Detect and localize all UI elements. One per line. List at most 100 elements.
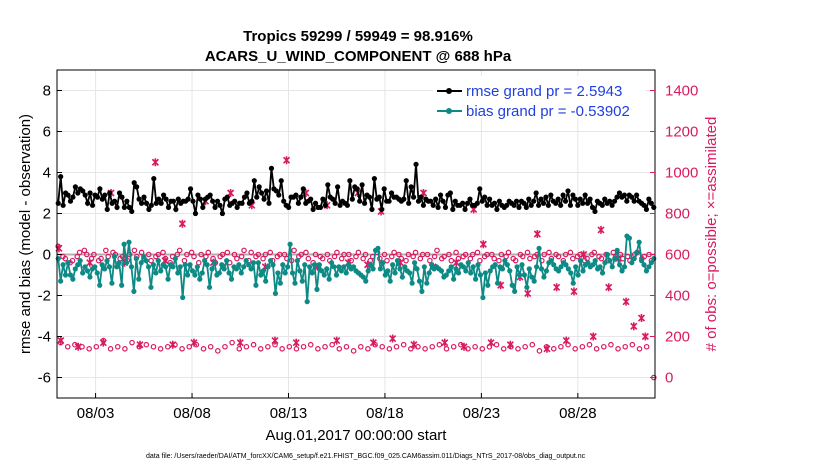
rmse-point — [435, 204, 441, 210]
rmse-point — [72, 184, 78, 190]
rmse-point — [124, 198, 130, 204]
bias-point — [126, 239, 132, 245]
bias-point — [243, 258, 249, 264]
bias-point — [209, 266, 215, 272]
bias-point — [155, 258, 161, 264]
rmse-point — [464, 200, 471, 206]
bias-point — [473, 276, 479, 282]
bias-point — [402, 264, 408, 270]
bias-point — [180, 294, 186, 301]
bias-point — [646, 264, 652, 270]
obs-possible-marker — [427, 257, 433, 264]
rmse-point — [589, 204, 596, 210]
bias-point — [426, 270, 432, 276]
bias-point — [311, 262, 318, 268]
bias-point — [614, 247, 620, 253]
rmse-point — [254, 194, 260, 200]
obs-possible-marker — [393, 343, 400, 350]
rmse-point — [330, 196, 336, 202]
bias-point — [377, 266, 384, 272]
bias-point — [468, 270, 474, 276]
rmse-point — [136, 196, 142, 202]
obs-possible-marker — [422, 345, 428, 352]
rmse-point — [386, 198, 392, 204]
obs-possible-marker — [443, 345, 450, 352]
bias-point — [365, 268, 371, 274]
bias-point — [121, 241, 127, 247]
rmse-point — [555, 196, 561, 202]
rmse-point — [156, 196, 162, 202]
rmse-point — [560, 192, 566, 198]
obs-possible-marker — [186, 343, 193, 350]
obs-possible-marker — [353, 253, 359, 260]
rmse-point — [535, 202, 542, 208]
obs-possible-marker — [643, 343, 650, 350]
bias-point — [597, 264, 603, 270]
obs-possible-marker — [198, 251, 204, 258]
obs-assimilated-marker — [57, 336, 65, 345]
bias-point — [607, 258, 613, 264]
y-left-tick-label: 0 — [43, 247, 51, 264]
obs-possible-marker — [329, 341, 335, 348]
bias-point — [414, 266, 420, 272]
obs-possible-marker — [536, 348, 543, 354]
rmse-point — [273, 188, 279, 194]
obs-possible-marker — [527, 255, 533, 262]
rmse-point — [102, 192, 108, 198]
bias-point — [516, 272, 523, 278]
bias-point — [58, 278, 64, 284]
bias-point — [455, 270, 462, 276]
obs-possible-marker — [103, 247, 109, 254]
rmse-point — [528, 202, 534, 208]
obs-possible-marker — [424, 251, 431, 258]
bias-point — [70, 276, 76, 282]
obs-possible-marker — [467, 255, 474, 262]
bias-point — [101, 266, 108, 272]
bias-point — [304, 299, 310, 305]
bias-point — [453, 266, 459, 272]
y-left-tick-label: -4 — [38, 329, 51, 346]
rmse-point — [611, 198, 618, 204]
obs-possible-marker — [131, 247, 138, 254]
obs-possible-marker — [410, 253, 416, 260]
obs-possible-marker — [148, 257, 154, 264]
obs-possible-marker — [234, 255, 240, 262]
obs-assimilated-marker — [292, 338, 300, 347]
bias-point — [563, 262, 569, 268]
obs-assimilated-marker — [333, 336, 341, 345]
obs-possible-marker — [98, 255, 104, 262]
bias-point — [551, 262, 557, 268]
bias-point — [575, 272, 581, 278]
rmse-point — [317, 204, 324, 210]
rmse-point — [582, 192, 588, 198]
rmse-point — [195, 192, 201, 198]
rmse-point — [437, 192, 444, 198]
bias-point — [443, 272, 449, 278]
obs-possible-marker — [641, 253, 648, 260]
bias-point — [148, 284, 154, 290]
bias-point — [319, 268, 325, 274]
obs-possible-marker — [396, 251, 402, 258]
obs-possible-marker — [479, 345, 486, 352]
bias-point — [390, 262, 396, 268]
bias-point — [263, 278, 269, 284]
obs-assimilated-marker — [151, 158, 159, 167]
obs-possible-marker — [315, 345, 321, 352]
bias-point — [104, 258, 110, 264]
bias-point — [211, 260, 218, 266]
obs-possible-marker — [122, 345, 128, 352]
rmse-point — [58, 174, 64, 180]
obs-possible-marker — [145, 251, 152, 258]
bias-point — [65, 260, 71, 266]
obs-assimilated-marker — [452, 258, 460, 267]
bias-point — [248, 266, 254, 272]
bias-point — [275, 270, 281, 276]
bias-point — [219, 262, 225, 268]
rmse-point — [55, 200, 61, 206]
rmse-point — [190, 198, 196, 204]
rmse-point — [440, 198, 446, 204]
bias-point — [370, 266, 376, 272]
rmse-point — [173, 206, 179, 212]
bias-point — [172, 256, 178, 262]
y-left-tick-label: 2 — [43, 206, 51, 223]
